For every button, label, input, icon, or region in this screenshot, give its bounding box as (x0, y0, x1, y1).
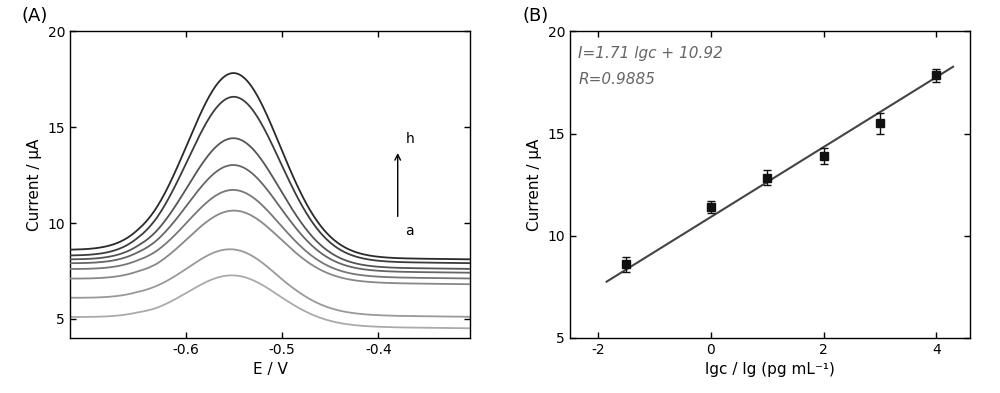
Text: h: h (405, 132, 414, 146)
Text: (B): (B) (522, 7, 548, 25)
Y-axis label: Current / μA: Current / μA (527, 138, 542, 231)
Text: (A): (A) (22, 7, 48, 25)
Text: R=0.9885: R=0.9885 (578, 72, 655, 87)
Text: I=1.71 lgc + 10.92: I=1.71 lgc + 10.92 (578, 46, 723, 61)
Y-axis label: Current / μA: Current / μA (27, 138, 42, 231)
X-axis label: lgc / lg (pg mL⁻¹): lgc / lg (pg mL⁻¹) (705, 362, 835, 377)
X-axis label: E / V: E / V (253, 362, 287, 377)
Text: a: a (405, 224, 414, 238)
